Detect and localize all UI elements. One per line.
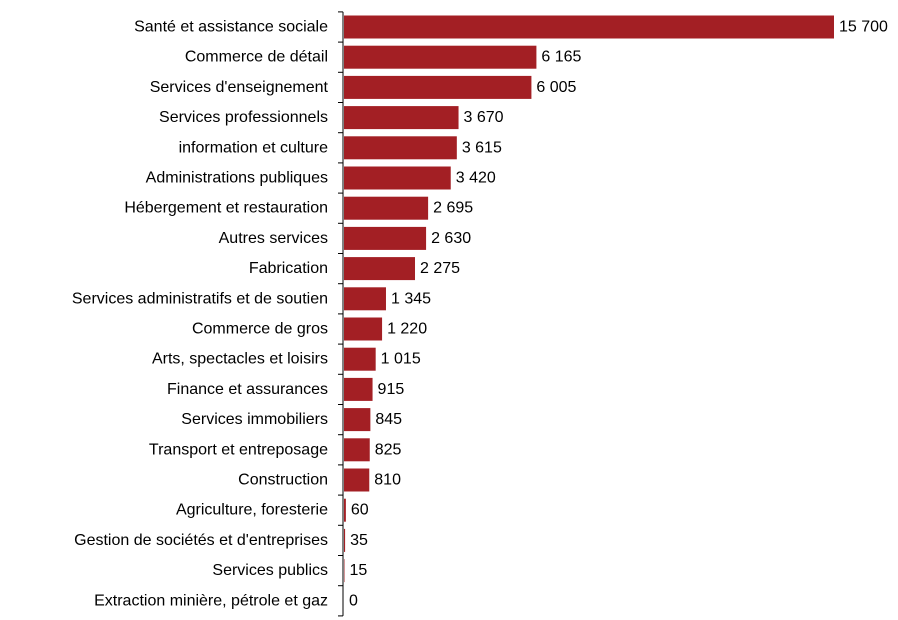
category-label: Santé et assistance sociale (134, 19, 328, 36)
value-label: 35 (350, 532, 368, 549)
category-label: Commerce de gros (192, 321, 328, 338)
value-label: 3 670 (464, 109, 504, 126)
category-label: Arts, spectacles et loisirs (152, 351, 328, 368)
category-label: Agriculture, foresterie (176, 502, 328, 519)
bar (344, 468, 370, 492)
category-axis (338, 11, 344, 617)
bar (344, 438, 370, 462)
category-label: Fabrication (249, 260, 328, 277)
value-label: 1 345 (391, 290, 431, 307)
value-label: 1 015 (381, 351, 421, 368)
bars (344, 15, 834, 583)
bar (344, 528, 346, 552)
bar (344, 377, 373, 401)
category-label: Gestion de sociétés et d'entreprises (74, 532, 328, 549)
bar (344, 45, 537, 69)
bar (344, 226, 427, 250)
value-label: 3 420 (456, 170, 496, 187)
category-label: Extraction minière, pétrole et gaz (94, 592, 328, 609)
value-labels: 15 700 6 165 6 005 3 670 3 615 3 420 2 695 2 63… (349, 19, 888, 610)
value-label: 825 (375, 441, 402, 458)
value-label: 15 700 (839, 19, 888, 36)
value-label: 1 220 (387, 321, 427, 338)
value-label: 2 275 (420, 260, 460, 277)
bar (344, 317, 383, 341)
bar (344, 106, 459, 130)
value-label: 15 (349, 562, 367, 579)
category-label: Administrations publiques (146, 170, 328, 187)
bar (344, 408, 371, 432)
category-label: Autres services (219, 230, 328, 247)
bar (344, 75, 532, 99)
value-label: 3 615 (462, 139, 502, 156)
category-label: Hébergement et restauration (124, 200, 328, 217)
bar (344, 166, 451, 190)
value-label: 0 (349, 592, 358, 609)
category-label: Services professionnels (159, 109, 328, 126)
value-label: 2 630 (431, 230, 471, 247)
value-label: 845 (375, 411, 402, 428)
category-label: Finance et assurances (167, 381, 328, 398)
bar (344, 498, 346, 522)
category-label: Services d'enseignement (150, 79, 329, 96)
value-label: 60 (351, 502, 369, 519)
category-label: Transport et entreposage (149, 441, 328, 458)
value-label: 6 165 (541, 49, 581, 66)
bar (344, 15, 834, 39)
category-label: Services publics (212, 562, 328, 579)
bar (344, 347, 376, 371)
bar (344, 257, 416, 281)
category-label: Services administratifs et de soutien (72, 290, 328, 307)
category-label: Services immobiliers (181, 411, 328, 428)
category-label: Construction (238, 472, 328, 489)
value-label: 810 (374, 472, 401, 489)
bar (344, 136, 457, 160)
bar (344, 287, 386, 311)
value-label: 915 (378, 381, 405, 398)
bar (344, 196, 429, 220)
category-label: information et culture (179, 139, 329, 156)
category-label: Commerce de détail (185, 49, 328, 66)
category-labels: Santé et assistance sociale Commerce de d… (72, 19, 329, 610)
value-label: 2 695 (433, 200, 473, 217)
value-label: 6 005 (536, 79, 576, 96)
